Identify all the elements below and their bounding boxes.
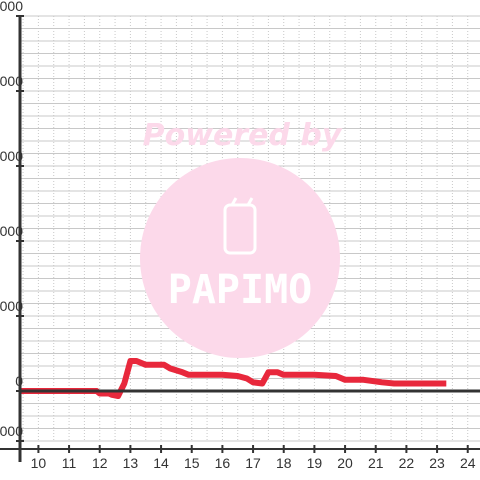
y-tick-label: 30,000	[0, 298, 23, 314]
y-tick-label: 120,000	[0, 73, 23, 89]
series-line	[20, 358, 447, 399]
x-tick-label: 15	[184, 455, 200, 471]
x-tick-label: 24	[460, 455, 476, 471]
x-tick-label: 16	[215, 455, 231, 471]
phone-icon	[223, 197, 257, 255]
series-layer	[20, 358, 447, 399]
x-tick-label: 20	[337, 455, 353, 471]
watermark-circle	[140, 158, 340, 358]
x-tick-label: 23	[429, 455, 445, 471]
x-tick-label: 12	[92, 455, 108, 471]
x-tick-label: 18	[276, 455, 292, 471]
y-tick-label: 90,000	[0, 148, 23, 164]
x-tick-label: 22	[399, 455, 415, 471]
x-tick-label: 14	[153, 455, 169, 471]
x-tick-label: 19	[307, 455, 323, 471]
x-tick-label: 11	[62, 455, 77, 471]
watermark-brand-text: PAPIMO	[168, 267, 313, 313]
y-tick-label: 150,000	[0, 0, 23, 14]
y-tick-label: -20,000	[0, 423, 23, 439]
x-tick-label: 13	[123, 455, 139, 471]
y-tick-label: 0	[15, 373, 23, 389]
x-tick-label: 10	[31, 455, 47, 471]
watermark: Powered by PAPIMO	[140, 118, 343, 358]
watermark-powered-text: Powered by	[143, 118, 343, 153]
y-tick-label: 60,000	[0, 223, 23, 239]
x-tick-label: 21	[368, 455, 384, 471]
x-tick-label: 17	[245, 455, 261, 471]
